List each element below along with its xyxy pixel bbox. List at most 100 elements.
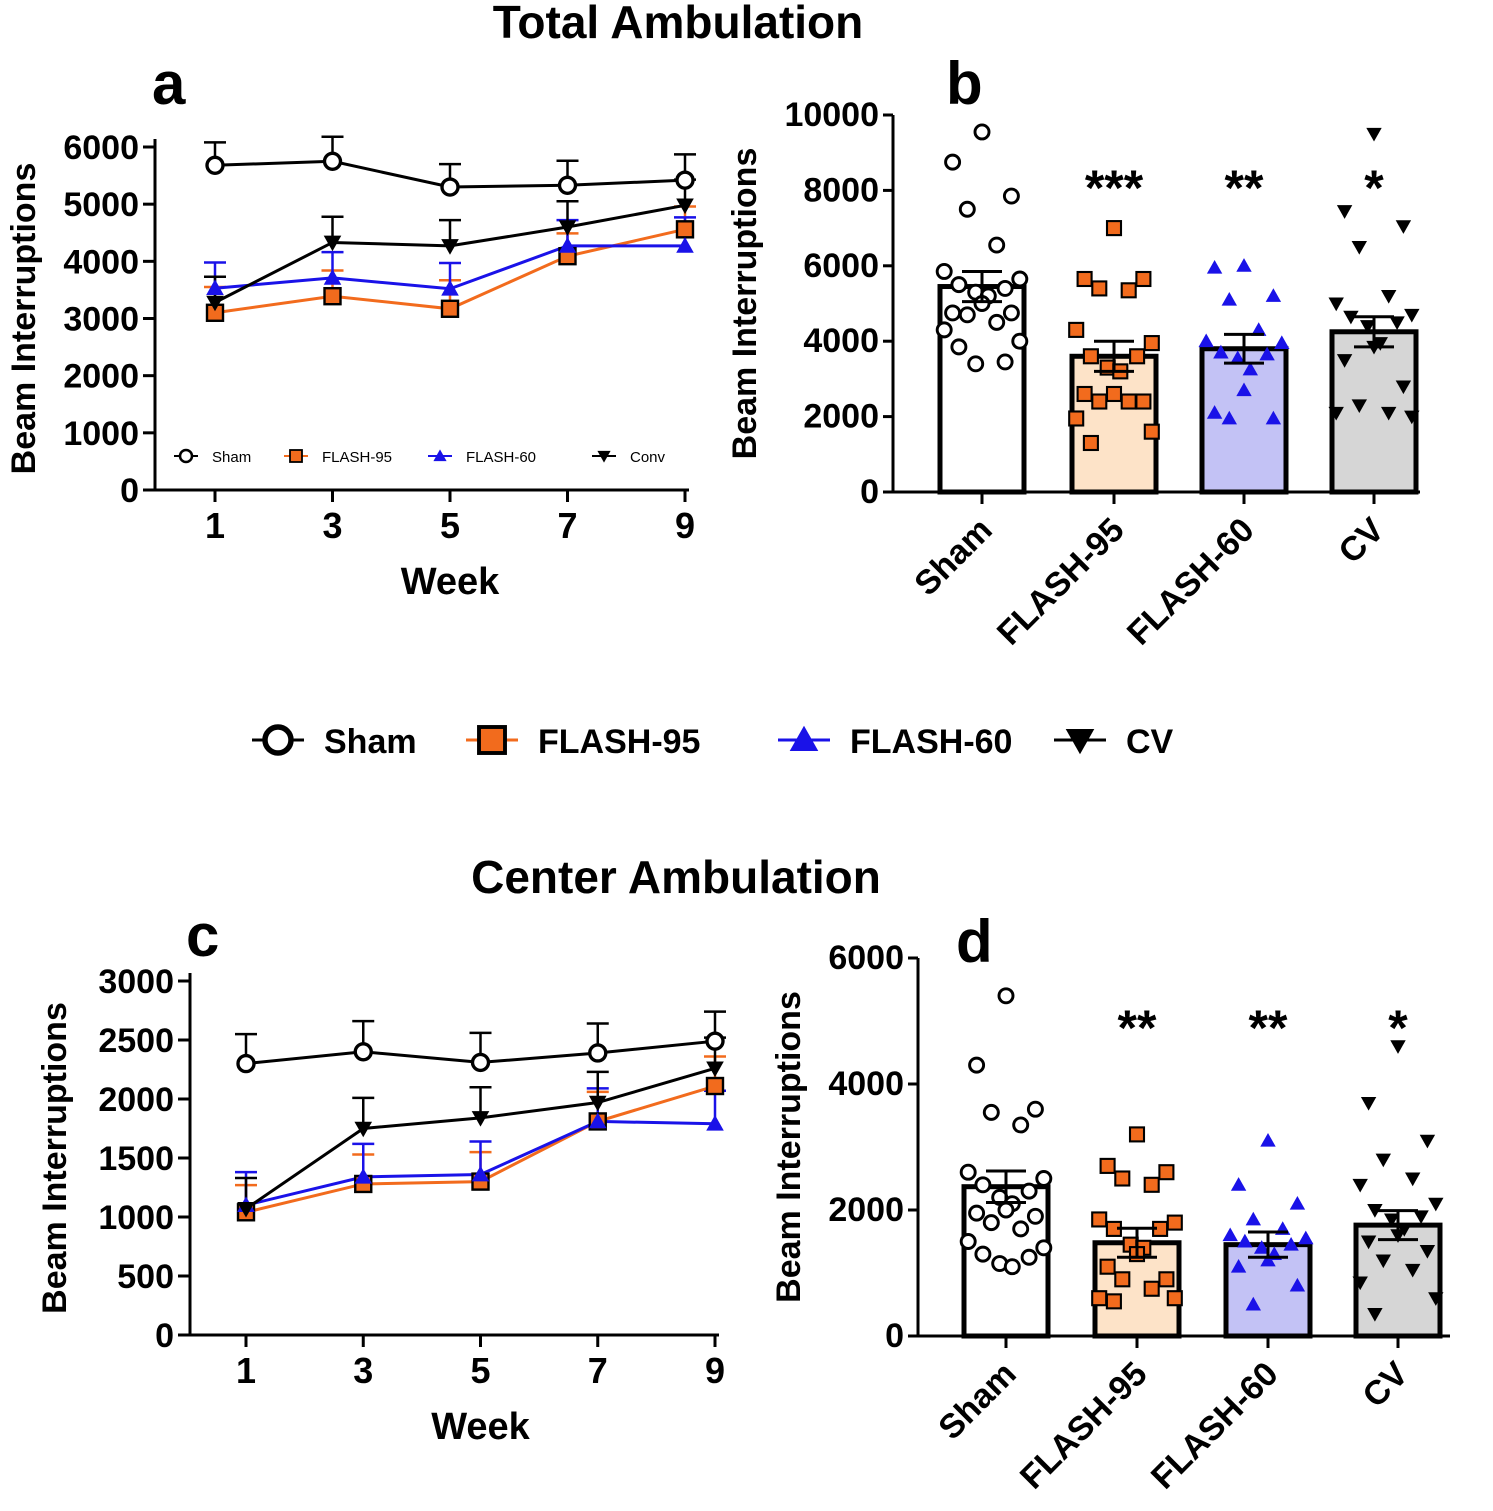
y-axis-label: Beam Interruptions [770,991,808,1303]
y-tick-label: 2000 [63,358,139,396]
data-point [1251,322,1267,336]
data-point [1222,1227,1238,1242]
data-point-flash-60 [558,237,577,253]
y-tick-label: 1000 [98,1199,174,1237]
error-sham [986,1169,1026,1204]
x-tick-label: 3 [322,505,342,546]
legend-marker [289,449,303,463]
data-point [1419,1134,1436,1149]
data-point [1395,220,1412,234]
data-point [1289,1196,1306,1210]
bar-chart-total-ambulation: *** ** *0200040006000800010000ShamFLASH-95… [726,96,1420,653]
y-tick-label: 0 [885,1317,904,1355]
data-point [1198,333,1214,348]
data-point [944,304,962,322]
data-point [1352,1276,1368,1291]
y-tick-label: 3000 [98,963,174,1001]
significance-marker: * [1364,160,1384,216]
points-sham [959,987,1053,1276]
legend-label: FLASH-60 [850,723,1012,761]
data-point [982,1103,1000,1121]
y-tick-label: 2000 [98,1081,174,1119]
y-tick-label: 3000 [63,301,139,339]
data-point [1375,1254,1391,1269]
figure-legend: Sham FLASH-95 FLASH-60 CV [252,723,1174,761]
data-point [1395,380,1412,395]
data-point [1389,316,1405,331]
data-point [1405,1263,1421,1278]
x-tick-label: 3 [353,1350,373,1391]
data-point-flash-60 [206,279,224,296]
figure-legend-item-flash-95: FLASH-95 [466,723,700,761]
error-cv [1354,315,1394,349]
y-tick-label: 6000 [828,939,904,977]
panel-label-d: d [956,908,993,975]
data-point [1428,1197,1444,1212]
data-point [959,1233,977,1250]
data-point-cv [706,1061,724,1078]
data-point [1419,1245,1436,1259]
data-point [982,1214,1000,1232]
data-point [1026,1207,1044,1225]
figure-legend-item-cv: CV [1054,723,1174,761]
data-point-conv [323,235,342,252]
data-point [1366,127,1382,142]
y-tick-label: 8000 [803,171,879,209]
legend-item-conv: Conv [592,449,666,466]
y-tick-label: 6000 [803,247,879,285]
y-axis-label: Beam Interruptions [36,1002,74,1314]
data-point [1114,1170,1131,1187]
data-point [1012,1220,1030,1238]
data-point [1035,1170,1053,1187]
data-point-cv [354,1121,373,1138]
error-cv [1378,1209,1418,1242]
legend-item-flash-60: FLASH-60 [428,449,536,466]
data-point [1076,385,1093,403]
data-point [1352,1178,1368,1193]
category-label: FLASH-95 [1013,1355,1155,1497]
data-point [1245,1296,1261,1311]
data-point [1003,1258,1021,1276]
data-point [988,313,1006,331]
data-point-sham [705,1031,725,1051]
data-point [1143,1280,1160,1297]
error-flash-95 [1094,339,1134,373]
data-point [1265,288,1282,302]
legend-marker [433,449,447,462]
data-point [1091,1290,1108,1307]
data-point [1166,1214,1183,1231]
legend-label: Sham [212,449,251,466]
y-tick-label: 0 [155,1317,174,1355]
data-point [1221,410,1237,425]
data-point [1254,1240,1270,1254]
data-point [959,1163,977,1181]
data-point [1289,1277,1306,1292]
data-point-flash-95 [675,220,695,239]
data-point [1105,385,1123,403]
data-point-conv [206,295,224,312]
data-point [1360,320,1376,334]
data-point [1011,270,1029,288]
data-point-sham [322,151,343,171]
data-point-flash-60 [441,279,459,296]
y-axis-label: Beam Interruptions [5,163,43,475]
data-point [1135,270,1152,288]
points-flash-60 [1222,1133,1314,1311]
data-point-conv [558,220,577,236]
y-tick-label: 10000 [784,96,879,134]
data-point [1012,1116,1030,1134]
x-tick-label: 1 [236,1350,256,1391]
data-point-flash-60 [676,237,694,253]
significance-marker: ** [1249,1000,1288,1056]
data-point [1367,1308,1383,1322]
data-point [1011,332,1029,350]
data-point-sham [440,177,460,197]
category-label: Sham [931,1355,1023,1447]
y-tick-label: 2000 [828,1191,904,1229]
data-point [935,262,953,280]
data-point [1020,1248,1038,1266]
data-point [1143,335,1160,352]
data-point [1158,1164,1175,1181]
data-point [1260,1133,1276,1147]
y-tick-label: 1000 [63,415,139,453]
